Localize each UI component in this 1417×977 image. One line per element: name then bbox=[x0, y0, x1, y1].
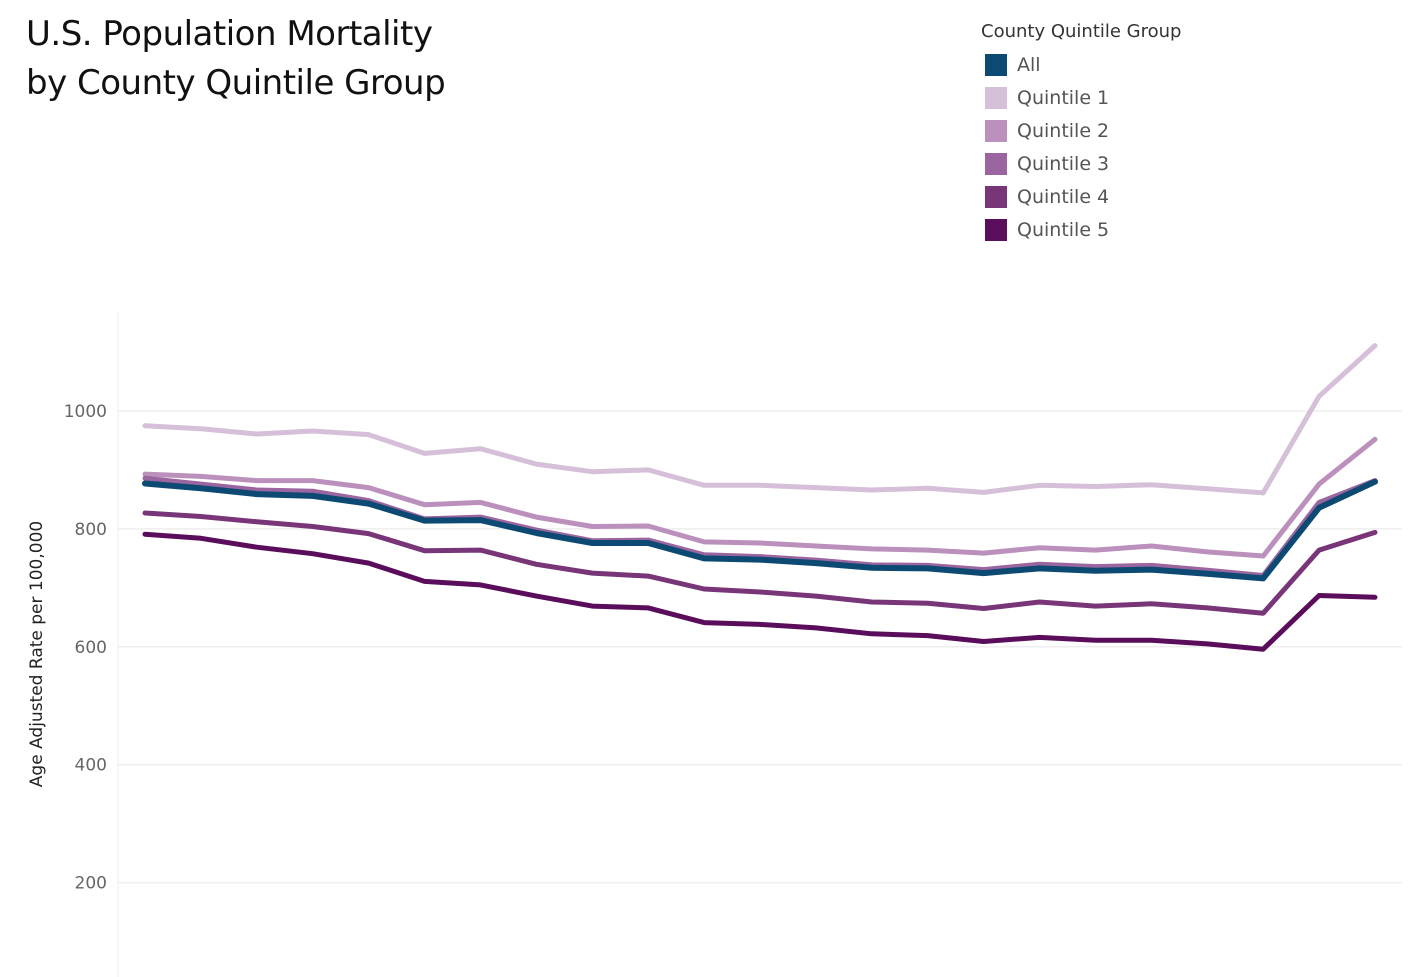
legend-title: County Quintile Group bbox=[981, 21, 1182, 42]
chart-title-line-2: by County Quintile Group bbox=[26, 63, 446, 103]
y-axis-title: Age Adjusted Rate per 100,000 bbox=[27, 521, 47, 787]
legend-item-quintile-3[interactable]: Quintile 3 bbox=[981, 147, 1381, 180]
series-line-quintile-5[interactable] bbox=[142, 531, 1378, 652]
legend-swatch bbox=[985, 152, 1007, 175]
series-line-quintile-2[interactable] bbox=[142, 436, 1378, 559]
legend-item-quintile-5[interactable]: Quintile 5 bbox=[981, 213, 1381, 246]
legend-swatch bbox=[985, 53, 1007, 76]
y-axis-tick-labels: 200 400 600 800 1000 bbox=[64, 402, 107, 894]
legend-swatch bbox=[985, 119, 1007, 142]
y-tick-label: 1000 bbox=[64, 402, 107, 422]
chart-title: U.S. Population Mortality by County Quin… bbox=[26, 10, 586, 108]
legend-label: Quintile 3 bbox=[1017, 152, 1110, 175]
legend-swatch bbox=[985, 218, 1007, 241]
legend-item-quintile-1[interactable]: Quintile 1 bbox=[981, 81, 1381, 114]
series-line-quintile-1[interactable] bbox=[142, 343, 1378, 496]
chart-title-line-1: U.S. Population Mortality bbox=[26, 14, 433, 54]
y-tick-label: 600 bbox=[75, 638, 107, 658]
legend-swatch bbox=[985, 86, 1007, 109]
y-tick-label: 400 bbox=[75, 756, 107, 776]
series-lines bbox=[142, 343, 1378, 652]
legend-label: All bbox=[1017, 53, 1041, 76]
legend-swatch bbox=[985, 185, 1007, 208]
y-tick-label: 200 bbox=[75, 874, 107, 894]
legend-label: Quintile 1 bbox=[1017, 86, 1110, 109]
legend-label: Quintile 5 bbox=[1017, 218, 1110, 241]
legend-item-quintile-4[interactable]: Quintile 4 bbox=[981, 180, 1381, 213]
legend-items: All Quintile 1 Quintile 2 Quintile 3 Quintil… bbox=[981, 48, 1381, 246]
grid-lines bbox=[117, 312, 1402, 977]
series-line-quintile-4[interactable] bbox=[142, 510, 1378, 616]
legend-label: Quintile 2 bbox=[1017, 119, 1110, 142]
legend-item-quintile-2[interactable]: Quintile 2 bbox=[981, 114, 1381, 147]
series-line-all[interactable] bbox=[142, 478, 1378, 582]
legend-label: Quintile 4 bbox=[1017, 185, 1110, 208]
legend-item-all[interactable]: All bbox=[981, 48, 1381, 81]
legend: County Quintile Group All Quintile 1 Quint… bbox=[981, 18, 1381, 246]
y-tick-label: 800 bbox=[75, 520, 107, 540]
